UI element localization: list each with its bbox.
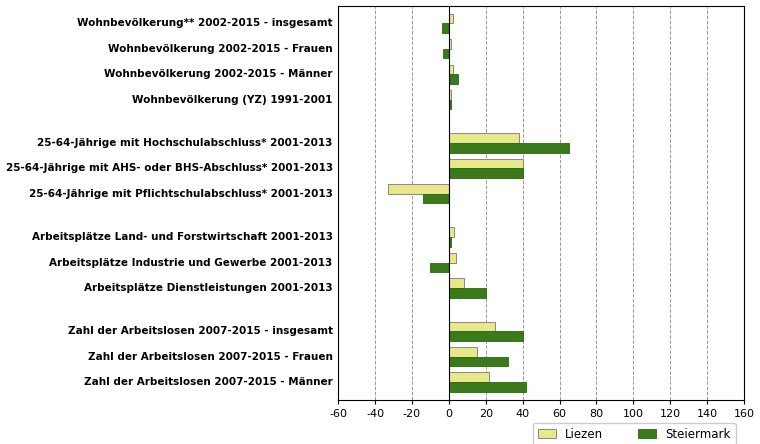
Bar <box>449 237 451 247</box>
Bar <box>423 194 449 203</box>
Bar <box>449 382 527 392</box>
Bar <box>449 64 452 74</box>
Bar <box>449 133 519 143</box>
Bar <box>449 74 458 84</box>
Bar <box>449 331 523 341</box>
Bar <box>449 347 477 357</box>
Bar <box>449 143 568 153</box>
Bar <box>449 100 451 109</box>
Bar <box>449 253 456 262</box>
Bar <box>449 278 464 288</box>
Legend: Liezen, Steiermark: Liezen, Steiermark <box>533 423 736 444</box>
Bar <box>442 24 449 33</box>
Bar <box>449 159 523 168</box>
Bar <box>388 184 449 194</box>
Bar <box>449 288 486 297</box>
Bar <box>449 373 489 382</box>
Bar <box>449 321 495 331</box>
Bar <box>449 168 523 178</box>
Bar <box>449 357 508 366</box>
Bar <box>449 227 454 237</box>
Bar <box>443 49 449 59</box>
Bar <box>449 39 451 49</box>
Bar <box>449 90 451 100</box>
Bar <box>449 14 452 24</box>
Bar <box>430 262 449 272</box>
